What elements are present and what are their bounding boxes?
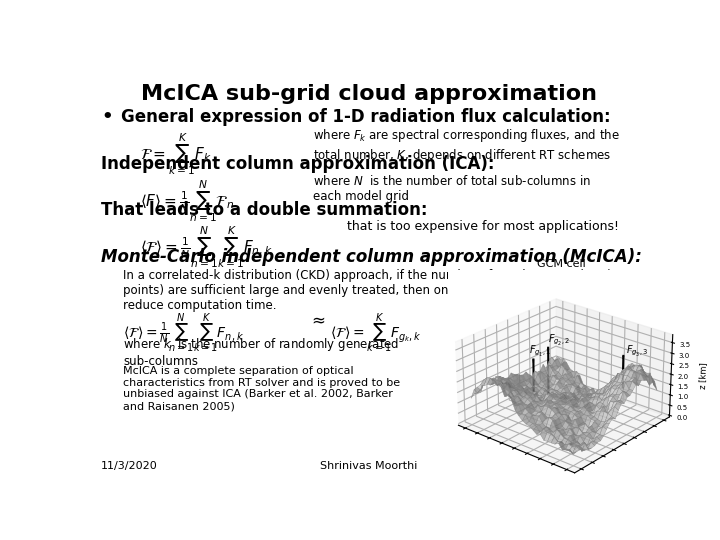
Text: $\langle\mathcal{F}\rangle = \frac{1}{N}\sum_{n=1}^{N}\sum_{k=1}^{K} F_{n,k}$: $\langle\mathcal{F}\rangle = \frac{1}{N}… (124, 311, 245, 355)
Text: $\langle \mathcal{F} \rangle = \frac{1}{N}\sum_{n=1}^{N}\sum_{k=1}^{K} F_{n,k}$: $\langle \mathcal{F} \rangle = \frac{1}{… (140, 224, 273, 269)
Text: 11/3/2020: 11/3/2020 (101, 462, 158, 471)
Text: 64: 64 (621, 458, 637, 471)
Text: General expression of 1-D radiation flux calculation:: General expression of 1-D radiation flux… (121, 109, 611, 126)
Title: GCM cell: GCM cell (537, 259, 586, 269)
Text: where $F_k$ are spectral corresponding fluxes, and the
total number, $K$, depend: where $F_k$ are spectral corresponding f… (313, 127, 620, 164)
Text: In a correlated-k distribution (CKD) approach, if the number of quadrature point: In a correlated-k distribution (CKD) app… (124, 268, 623, 312)
Text: $\langle F \rangle = \frac{1}{N}\sum_{n=1}^{N} \mathcal{F}_n$: $\langle F \rangle = \frac{1}{N}\sum_{n=… (140, 178, 234, 224)
Text: $\langle\mathcal{F}\rangle = \sum_{k=1}^{K} F_{g_k,k}$: $\langle\mathcal{F}\rangle = \sum_{k=1}^… (330, 311, 422, 355)
Text: Independent column approximation (ICA):: Independent column approximation (ICA): (101, 156, 495, 173)
Text: McICA is a complete separation of optical
characteristics from RT solver and is : McICA is a complete separation of optica… (124, 366, 400, 411)
Text: $\mathcal{F} = \sum_{k=1}^{K} F_k$: $\mathcal{F} = \sum_{k=1}^{K} F_k$ (140, 131, 212, 177)
Text: Shrinivas Moorthi: Shrinivas Moorthi (320, 462, 418, 471)
Text: McICA sub-grid cloud approximation: McICA sub-grid cloud approximation (141, 84, 597, 104)
Text: that is too expensive for most applications!: that is too expensive for most applicati… (347, 220, 618, 233)
Text: $\approx$: $\approx$ (307, 310, 325, 328)
Text: where $N$  is the number of total sub-columns in
each model grid: where $N$ is the number of total sub-col… (313, 174, 591, 203)
Text: •: • (101, 109, 113, 126)
Text: where $k$  is the number of randomly generated
sub-columns: where $k$ is the number of randomly gene… (124, 336, 400, 368)
Text: Monte-Carlo independent column approximation (McICA):: Monte-Carlo independent column approxima… (101, 248, 642, 266)
Text: That leads to a double summation:: That leads to a double summation: (101, 201, 428, 219)
